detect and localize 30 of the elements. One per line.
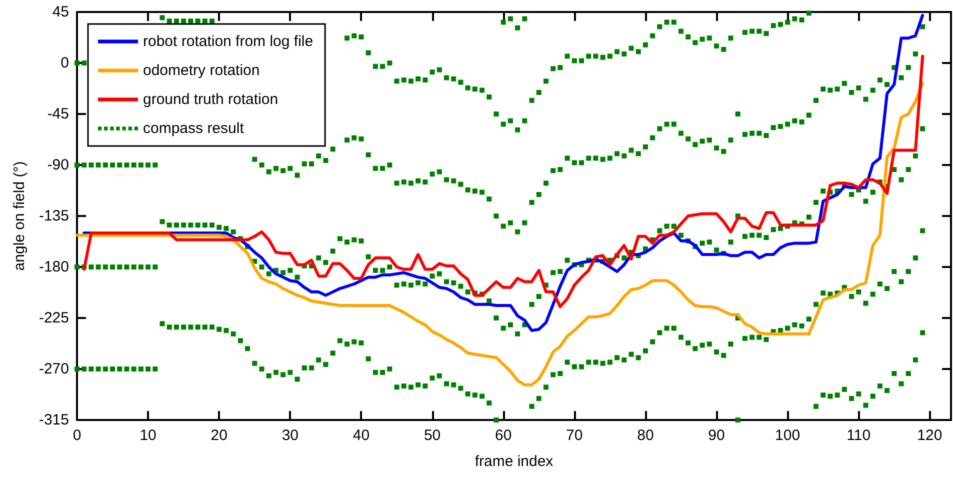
legend-label: odometry rotation	[143, 62, 260, 79]
line-series	[76, 82, 924, 386]
y-tick-label: -225	[38, 310, 69, 326]
x-tick-label: 20	[210, 427, 228, 444]
legend-label: robot rotation from log file	[143, 33, 314, 50]
x-tick-label: 40	[352, 427, 370, 444]
y-tick-label: -135	[38, 208, 69, 224]
x-tick-label: 120	[917, 427, 942, 444]
y-tick-label: -315	[38, 412, 69, 428]
y-tick-label: 0	[60, 54, 69, 72]
legend-label: compass result	[143, 120, 245, 137]
x-tick-label: 60	[495, 427, 512, 444]
y-tick-label: -45	[47, 106, 69, 122]
x-axis-title: frame index	[474, 453, 554, 470]
x-tick-label: 50	[424, 427, 441, 444]
x-tick-label: 100	[775, 427, 800, 444]
line-series	[82, 54, 924, 308]
legend-label: ground truth rotation	[143, 91, 278, 108]
x-tick-label: 90	[708, 427, 725, 444]
y-axis-title: angle on field (°)	[11, 161, 28, 271]
y-tick-label: -270	[38, 360, 69, 378]
x-tick-label: 110	[846, 427, 871, 444]
y-tick-label: -180	[38, 258, 69, 276]
x-tick-label: 30	[282, 427, 299, 444]
y-tick-label: 45	[52, 4, 69, 20]
x-tick-label: 0	[72, 427, 82, 444]
x-tick-label: 10	[140, 427, 156, 444]
y-tick-label: -90	[47, 156, 69, 174]
x-tick-label: 80	[637, 427, 654, 444]
x-tick-label: 70	[566, 427, 583, 444]
